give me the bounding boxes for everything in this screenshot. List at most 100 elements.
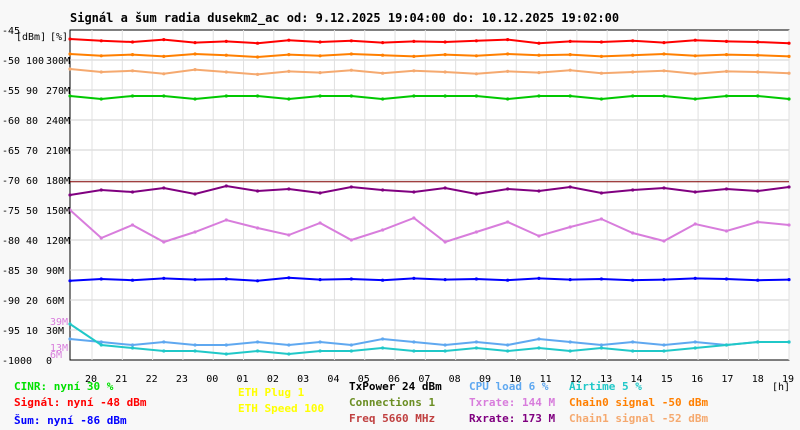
series-point xyxy=(599,191,604,195)
series-point xyxy=(255,55,260,59)
series-line-txrate xyxy=(69,209,790,244)
series-point xyxy=(412,54,416,59)
x-tick: 13 xyxy=(600,374,612,385)
x-tick: 04 xyxy=(327,374,339,385)
x-tick: 08 xyxy=(449,374,461,385)
y-tick-rate: 150M xyxy=(46,206,70,217)
inline-label-6m: 6M xyxy=(50,350,62,361)
y-tick-percent: 80 xyxy=(26,116,38,127)
series-point xyxy=(474,39,478,43)
series-point xyxy=(162,94,166,98)
series-point xyxy=(412,39,416,44)
series-point xyxy=(756,220,760,224)
series-point xyxy=(99,236,103,240)
series-point xyxy=(474,340,478,344)
x-tick: 07 xyxy=(418,374,430,385)
series-point xyxy=(349,343,353,347)
series-point xyxy=(474,94,478,98)
series-point xyxy=(224,94,228,98)
series-point xyxy=(662,186,666,190)
series-point xyxy=(99,39,103,43)
series-point xyxy=(68,193,72,197)
series-point xyxy=(506,343,510,347)
grid xyxy=(70,30,790,360)
series-point xyxy=(568,94,572,98)
legend-cpu: CPU load 6 % xyxy=(469,380,549,393)
series-point xyxy=(255,72,260,76)
x-tick: 20 xyxy=(85,374,97,385)
series-point xyxy=(318,94,322,98)
series-point xyxy=(99,54,103,58)
legend-txpower: TxPower 24 dBm xyxy=(349,380,442,393)
series-point xyxy=(568,39,572,44)
x-axis: 20 21 22 23 00 01 02 03 04 05 06 07 08 09 10 11 12 13 14 15… xyxy=(85,374,794,385)
series-point xyxy=(255,189,260,193)
series-point xyxy=(287,187,291,191)
series-point xyxy=(162,54,166,59)
series-point xyxy=(787,54,791,59)
series-point xyxy=(724,229,729,233)
series-point xyxy=(193,52,197,56)
series-point xyxy=(568,68,572,72)
y-tick-dbm: -100 xyxy=(2,356,26,367)
series-point xyxy=(349,39,353,43)
x-tick: 19 xyxy=(782,374,794,385)
series-point xyxy=(99,70,103,74)
series-point xyxy=(662,94,666,98)
series-point xyxy=(693,38,697,42)
series-point xyxy=(193,349,197,353)
legend-cinr: CINR: nyní 30 % xyxy=(14,380,114,393)
series-point xyxy=(287,97,291,101)
series-point xyxy=(381,278,385,282)
y-tick-rate: 120M xyxy=(46,236,70,247)
y-tick-dbm: -75 xyxy=(2,206,20,217)
series-point xyxy=(724,94,729,98)
series-point xyxy=(193,68,197,72)
series-point xyxy=(787,223,791,227)
chart-title: Signál a šum radia dusekm2_ac od: 9.12.2… xyxy=(70,11,619,26)
series-point xyxy=(412,69,416,73)
series-point xyxy=(474,192,478,196)
series-point xyxy=(787,71,791,75)
series-point xyxy=(506,220,510,224)
series-point xyxy=(599,343,604,347)
series-point xyxy=(255,94,260,98)
legend-freq: Freq 5660 MHz xyxy=(349,412,436,425)
y-tick-percent: 30 xyxy=(26,266,38,277)
series-point xyxy=(599,277,604,281)
series-point xyxy=(756,340,760,344)
legend-connections: Connections 1 xyxy=(349,396,436,409)
series-point xyxy=(443,343,447,347)
series-point xyxy=(631,340,635,344)
series-point xyxy=(412,340,416,344)
x-tick: 12 xyxy=(570,374,582,385)
y-tick-percent: 0 xyxy=(26,356,32,367)
series-point xyxy=(130,190,135,194)
series-point xyxy=(162,276,166,280)
series-point xyxy=(130,69,135,73)
series-point xyxy=(756,70,760,74)
x-tick: 14 xyxy=(630,374,642,385)
series-point xyxy=(349,349,353,353)
legend-chain0: Chain0 signal -50 dBm xyxy=(569,396,709,409)
series-point xyxy=(224,277,228,281)
x-tick: 05 xyxy=(358,374,370,385)
y-tick-dbm: -45 xyxy=(2,26,20,37)
series-line-airtime xyxy=(69,323,789,356)
series-point xyxy=(787,278,791,282)
series-point xyxy=(224,218,228,222)
series-point xyxy=(443,70,447,74)
series-point xyxy=(193,97,197,101)
series-point xyxy=(68,208,72,212)
series-point xyxy=(318,221,322,225)
series-point xyxy=(130,223,135,227)
series-line-signál xyxy=(69,38,790,45)
series-point xyxy=(412,276,416,280)
series-point xyxy=(724,277,729,281)
series-point xyxy=(693,97,697,101)
series-point xyxy=(224,39,228,44)
series-point xyxy=(68,322,72,326)
series-point xyxy=(787,185,791,189)
y-tick-dbm: -55 xyxy=(2,86,20,97)
